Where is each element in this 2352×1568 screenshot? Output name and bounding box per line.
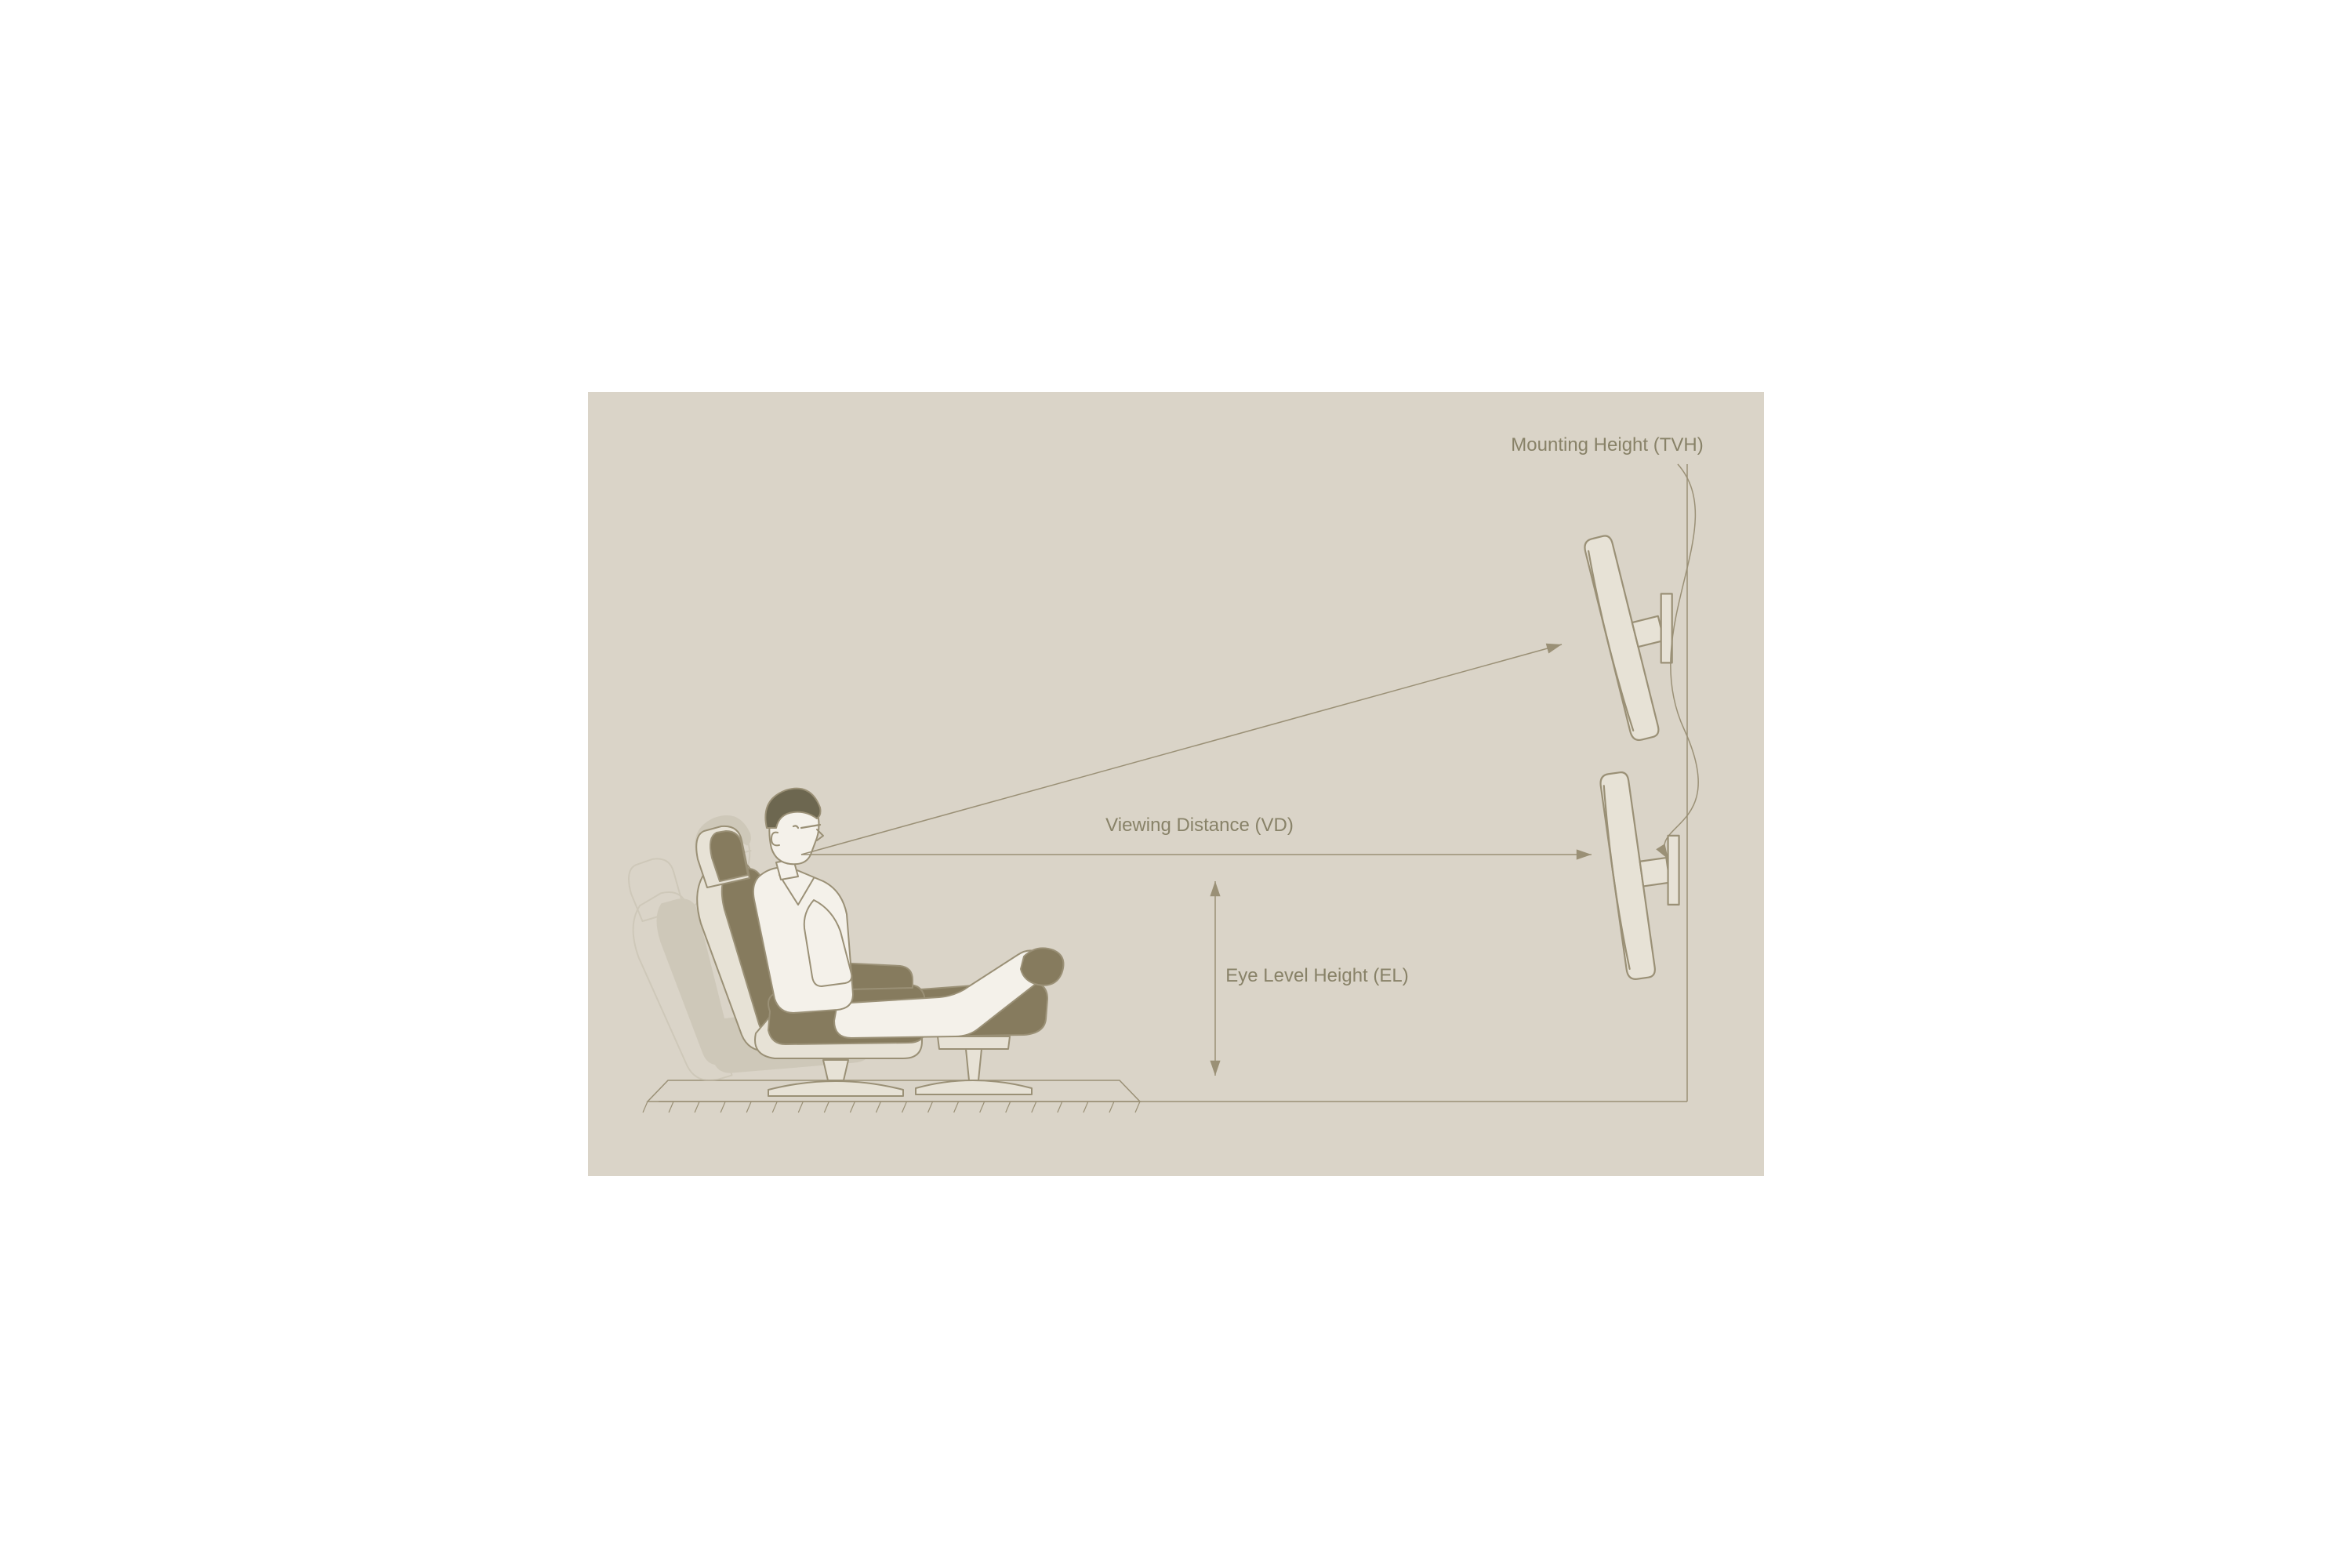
diagram-stage: Mounting Height (TVH) Viewing Distance (… xyxy=(588,392,1764,1176)
eye-level-height-label: Eye Level Height (EL) xyxy=(1225,965,1408,986)
diagram-svg: Mounting Height (TVH) Viewing Distance (… xyxy=(588,392,1764,1176)
mounting-height-label: Mounting Height (TVH) xyxy=(1511,434,1703,456)
viewing-distance-label: Viewing Distance (VD) xyxy=(1105,815,1294,836)
